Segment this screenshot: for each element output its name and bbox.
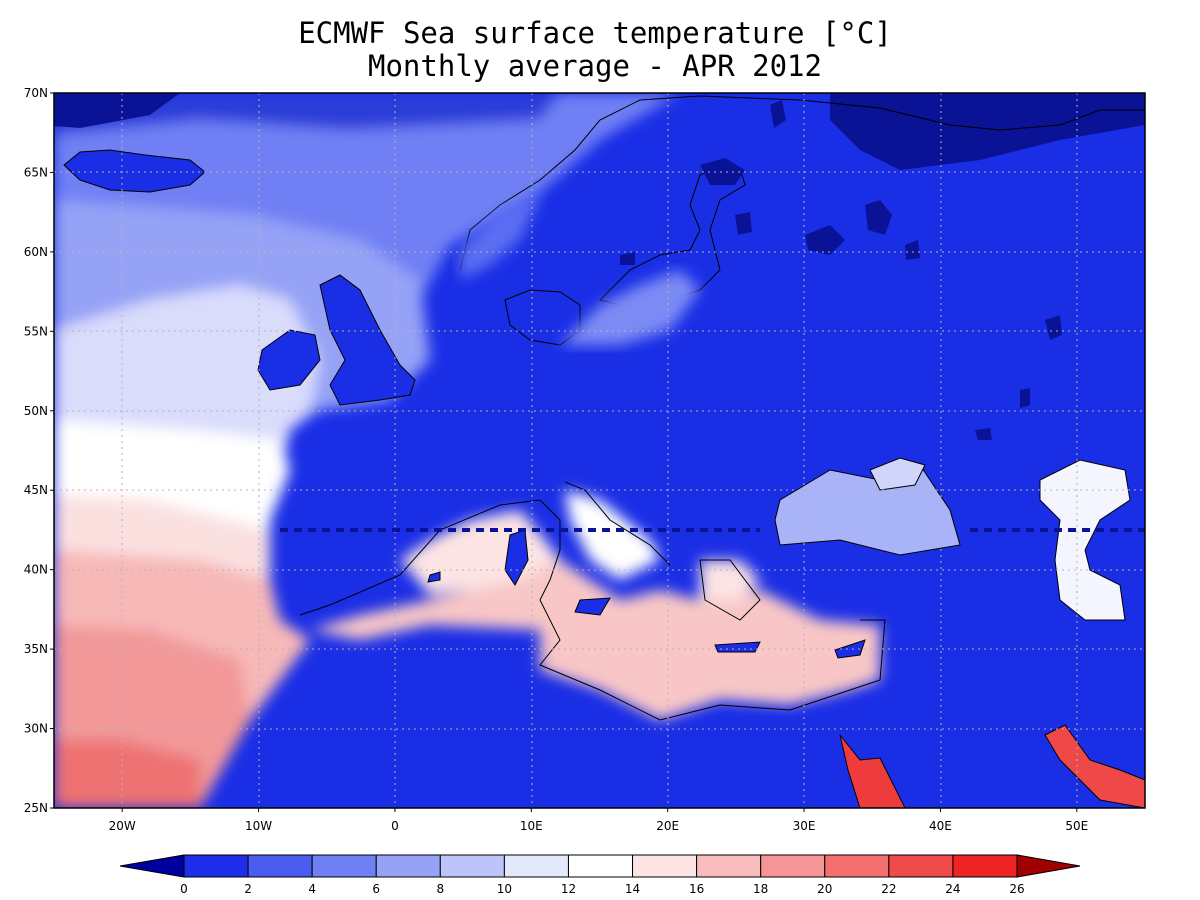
lon-tick-label: 10E bbox=[520, 819, 543, 833]
lat-tick-label: 30N bbox=[24, 722, 48, 736]
colorbar-label: 18 bbox=[753, 882, 768, 896]
colorbar-bin bbox=[888, 854, 954, 878]
lat-tick-label: 50N bbox=[24, 404, 48, 418]
sicily bbox=[574, 597, 611, 616]
map-area bbox=[54, 93, 1145, 808]
colorbar-labels: 0 2 4 6 8 10 12 14 16 18 20 22 24 26 bbox=[180, 882, 1024, 896]
colorbar-label: 2 bbox=[244, 882, 252, 896]
lat-tick-label: 65N bbox=[24, 165, 48, 179]
lat-tick-label: 55N bbox=[24, 324, 48, 338]
colorbar-bin bbox=[696, 854, 762, 878]
lat-tick-label: 40N bbox=[24, 563, 48, 577]
colorbar-label: 22 bbox=[881, 882, 896, 896]
arctic-cold-patch-east bbox=[830, 93, 1145, 170]
chart-subtitle: Monthly average - APR 2012 bbox=[368, 49, 822, 83]
colorbar-label: 12 bbox=[561, 882, 576, 896]
norwegian-coast-water bbox=[460, 195, 540, 280]
colorbar-label: 14 bbox=[625, 882, 640, 896]
colorbar-arrow-low bbox=[119, 854, 185, 878]
balearic-islands bbox=[427, 571, 441, 583]
caspian-sea bbox=[1039, 459, 1131, 621]
colorbar-bin bbox=[760, 854, 826, 878]
sea-of-azov bbox=[869, 457, 926, 491]
colorbar-bin bbox=[311, 854, 377, 878]
mediterranean-coast bbox=[299, 499, 886, 721]
colorbar-label: 16 bbox=[689, 882, 704, 896]
lakes bbox=[620, 100, 1062, 440]
colorbar-label: 20 bbox=[817, 882, 832, 896]
lat-tick-label: 60N bbox=[24, 245, 48, 259]
colorbar-bin bbox=[183, 854, 249, 878]
lon-tick-label: 40E bbox=[929, 819, 952, 833]
grid-lines bbox=[54, 93, 1145, 808]
colorbar-label: 8 bbox=[436, 882, 444, 896]
cyprus bbox=[834, 639, 866, 659]
colorbar-bin bbox=[824, 854, 890, 878]
colorbar-bin bbox=[952, 854, 1018, 878]
lat-tick-label: 35N bbox=[24, 642, 48, 656]
lat-tick-label: 25N bbox=[24, 801, 48, 815]
chart-title: ECMWF Sea surface temperature [°C] bbox=[298, 16, 892, 50]
colorbar-label: 6 bbox=[372, 882, 380, 896]
lon-tick-label: 0 bbox=[391, 819, 399, 833]
arctic-cold-patch bbox=[54, 93, 180, 128]
lon-tick-label: 10W bbox=[245, 819, 272, 833]
colorbar-bin bbox=[247, 854, 313, 878]
lon-tick-label: 20E bbox=[656, 819, 679, 833]
lon-tick-label: 20W bbox=[109, 819, 136, 833]
colorbar-label: 0 bbox=[180, 882, 188, 896]
baltic-sea bbox=[560, 270, 700, 345]
colorbar-arrow-high bbox=[1016, 854, 1081, 878]
colorbar-bin bbox=[375, 854, 441, 878]
scandinavia-coast bbox=[459, 95, 1145, 271]
lat-tick-label: 70N bbox=[24, 86, 48, 100]
great-britain bbox=[319, 274, 416, 406]
lon-tick-label: 50E bbox=[1065, 819, 1088, 833]
red-sea bbox=[839, 734, 906, 808]
colorbar-bin bbox=[632, 854, 698, 878]
latitude-axis: 25N 30N 35N 40N 45N 50N 55N 60N 65N 70N bbox=[24, 86, 54, 815]
colorbar-bin bbox=[439, 854, 505, 878]
colorbar-bin bbox=[567, 854, 634, 878]
lon-tick-label: 30E bbox=[793, 819, 816, 833]
italy-coast bbox=[564, 481, 671, 566]
colorbar-bin bbox=[503, 854, 569, 878]
colorbar-label: 24 bbox=[945, 882, 960, 896]
colorbar-label: 26 bbox=[1009, 882, 1024, 896]
map-frame bbox=[53, 92, 1146, 809]
black-sea bbox=[774, 464, 961, 556]
colorbar-label: 10 bbox=[497, 882, 512, 896]
greece-coast bbox=[699, 559, 761, 621]
longitude-axis: 20W 10W 0 10E 20E 30E 40E 50E bbox=[109, 808, 1088, 833]
lat-tick-label: 45N bbox=[24, 483, 48, 497]
colorbar bbox=[119, 854, 1081, 878]
atlantic-sst-field bbox=[54, 93, 680, 808]
colorbar-label: 4 bbox=[308, 882, 316, 896]
